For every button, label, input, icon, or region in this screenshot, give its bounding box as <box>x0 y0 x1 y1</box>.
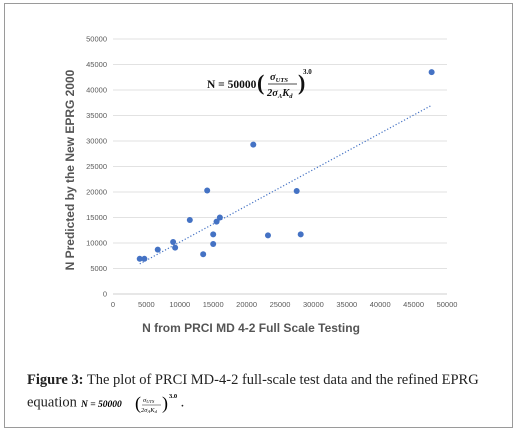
equation-annotation: N = 50000 ( σUTS 2σAKd ) 3.0 <box>207 68 312 100</box>
x-tick-label: 50000 <box>437 300 458 309</box>
data-point <box>154 246 161 253</box>
caption-equation-lhs: N = 50000 <box>81 400 122 410</box>
caption-text: The plot of PRCI MD-4-2 full-scale test … <box>27 372 479 411</box>
y-tick-labels: 0 5000 10000 15000 20000 25000 30000 35000 40000… <box>86 35 107 299</box>
caption-equation-denominator: 2σAKd <box>141 407 158 414</box>
data-point <box>213 218 220 225</box>
y-tick-label: 15000 <box>86 213 107 222</box>
caption-equation-exponent: 3.0 <box>169 393 177 400</box>
x-tick-label: 45000 <box>403 300 424 309</box>
x-tick-label: 30000 <box>303 300 324 309</box>
equation-lhs: N = 50000 <box>207 79 257 91</box>
data-point <box>264 232 271 239</box>
grid-lines <box>113 38 447 295</box>
x-axis-label: N from PRCI MD 4-2 Full Scale Testing <box>142 321 360 335</box>
data-point <box>200 251 207 258</box>
equation-right-paren: ) <box>298 70 305 95</box>
trendline <box>139 104 432 265</box>
data-point <box>204 187 211 194</box>
x-tick-label: 0 <box>111 300 115 309</box>
figure-frame: 0 5000 10000 15000 20000 25000 30000 35000 40000… <box>4 3 513 428</box>
trendline-path <box>139 104 432 265</box>
data-points <box>136 69 435 262</box>
data-point <box>141 255 148 262</box>
data-point <box>186 217 193 224</box>
y-tick-label: 45000 <box>86 60 107 69</box>
x-tick-label: 10000 <box>169 300 190 309</box>
data-point <box>297 231 304 238</box>
data-point <box>136 255 143 262</box>
data-point <box>172 244 179 251</box>
y-tick-label: 10000 <box>86 239 107 248</box>
x-tick-label: 5000 <box>138 300 155 309</box>
x-tick-label: 15000 <box>203 300 224 309</box>
y-tick-label: 50000 <box>86 35 107 44</box>
y-tick-label: 5000 <box>90 264 107 273</box>
equation-denominator: 2σAKd <box>266 88 293 100</box>
x-tick-label: 25000 <box>270 300 291 309</box>
data-point <box>293 187 300 194</box>
y-tick-label: 40000 <box>86 86 107 95</box>
caption-equation: N = 50000 ( σUTS 2σAKd ) 3.0 <box>81 393 177 414</box>
y-tick-label: 35000 <box>86 111 107 120</box>
caption-equation-right-paren: ) <box>162 393 168 414</box>
x-tick-label: 20000 <box>236 300 257 309</box>
figure-caption: Figure 3: The plot of PRCI MD-4-2 full-s… <box>27 370 507 416</box>
data-point <box>210 241 217 248</box>
y-tick-label: 20000 <box>86 188 107 197</box>
data-point <box>428 69 435 76</box>
caption-equation-left-paren: ( <box>135 393 141 414</box>
scatter-chart: 0 5000 10000 15000 20000 25000 30000 35000 40000… <box>63 35 458 336</box>
y-tick-label: 25000 <box>86 162 107 171</box>
y-tick-label: 0 <box>103 290 107 299</box>
equation-left-paren: ( <box>257 70 264 95</box>
data-point <box>216 214 223 221</box>
x-tick-label: 40000 <box>370 300 391 309</box>
caption-label: Figure 3: <box>27 372 84 388</box>
y-tick-label: 30000 <box>86 137 107 146</box>
equation-numerator: σUTS <box>270 72 288 84</box>
data-point <box>210 231 217 238</box>
data-point <box>250 141 257 148</box>
x-tick-label: 35000 <box>336 300 357 309</box>
data-point <box>170 238 177 245</box>
caption-end: . <box>180 394 185 411</box>
equation-exponent: 3.0 <box>303 68 312 76</box>
y-axis-label: N Predicted by the New EPRG 2000 <box>63 69 77 270</box>
caption-equation-numerator: σUTS <box>143 397 155 404</box>
x-tick-labels: 0 5000 10000 15000 20000 25000 30000 35000 40000… <box>111 300 458 309</box>
